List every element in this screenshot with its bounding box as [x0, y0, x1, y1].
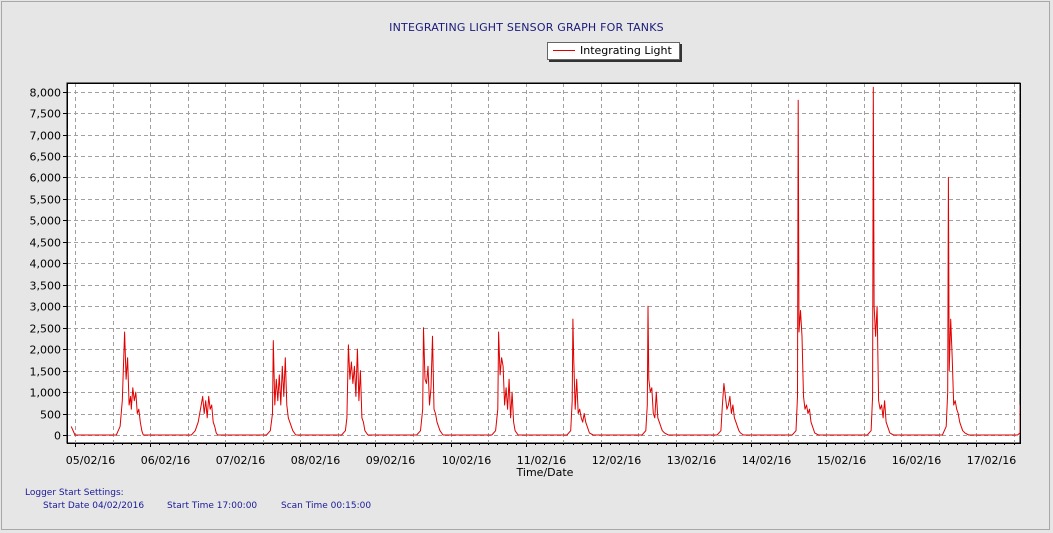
y-tick-label: 5,000: [30, 215, 62, 228]
x-tick-label: 10/02/16: [442, 454, 491, 467]
y-tick-label: 6,500: [30, 151, 62, 164]
x-tick-label: 15/02/16: [817, 454, 866, 467]
start-time: Start Time 17:00:00: [167, 501, 258, 511]
x-tick-label: 16/02/16: [892, 454, 941, 467]
y-tick-label: 3,000: [30, 301, 62, 314]
x-tick-label: 09/02/16: [366, 454, 415, 467]
x-tick-label: 14/02/16: [742, 454, 791, 467]
y-tick-label: 7,500: [30, 108, 62, 121]
chart-title: INTEGRATING LIGHT SENSOR GRAPH FOR TANKS: [389, 21, 664, 34]
y-tick-label: 500: [40, 409, 61, 422]
x-tick-label: 05/02/16: [66, 454, 115, 467]
x-tick-label: 11/02/16: [517, 454, 566, 467]
y-tick-label: 1,000: [30, 387, 62, 400]
legend: Integrating Light: [547, 42, 680, 60]
x-tick-label: 08/02/16: [291, 454, 340, 467]
x-tick-label: 07/02/16: [216, 454, 265, 467]
x-tick-label: 12/02/16: [592, 454, 641, 467]
x-tick-label: 17/02/16: [967, 454, 1016, 467]
plot-border: [67, 83, 1021, 444]
legend-label: Integrating Light: [580, 44, 672, 57]
logger-settings-heading: Logger Start Settings:: [25, 488, 124, 498]
scan-time: Scan Time 00:15:00: [281, 501, 372, 511]
y-tick-label: 2,500: [30, 323, 62, 336]
y-tick-label: 2,000: [30, 344, 62, 357]
start-date: Start Date 04/02/2016: [43, 501, 145, 511]
y-tick-label: 7,000: [30, 130, 62, 143]
x-axis-label: Time/Date: [516, 466, 574, 479]
series-line-integrating-light: [70, 86, 1021, 436]
y-tick-label: 0: [54, 430, 61, 443]
x-tick-label: 06/02/16: [141, 454, 190, 467]
legend-swatch: [553, 50, 575, 51]
y-tick-label: 1,500: [30, 366, 62, 379]
y-tick-label: 3,500: [30, 280, 62, 293]
y-tick-label: 5,500: [30, 194, 62, 207]
y-tick-label: 4,500: [30, 237, 62, 250]
x-tick-label: 13/02/16: [667, 454, 716, 467]
y-tick-label: 4,000: [30, 258, 62, 271]
y-tick-label: 6,000: [30, 172, 62, 185]
y-tick-label: 8,000: [30, 87, 62, 100]
